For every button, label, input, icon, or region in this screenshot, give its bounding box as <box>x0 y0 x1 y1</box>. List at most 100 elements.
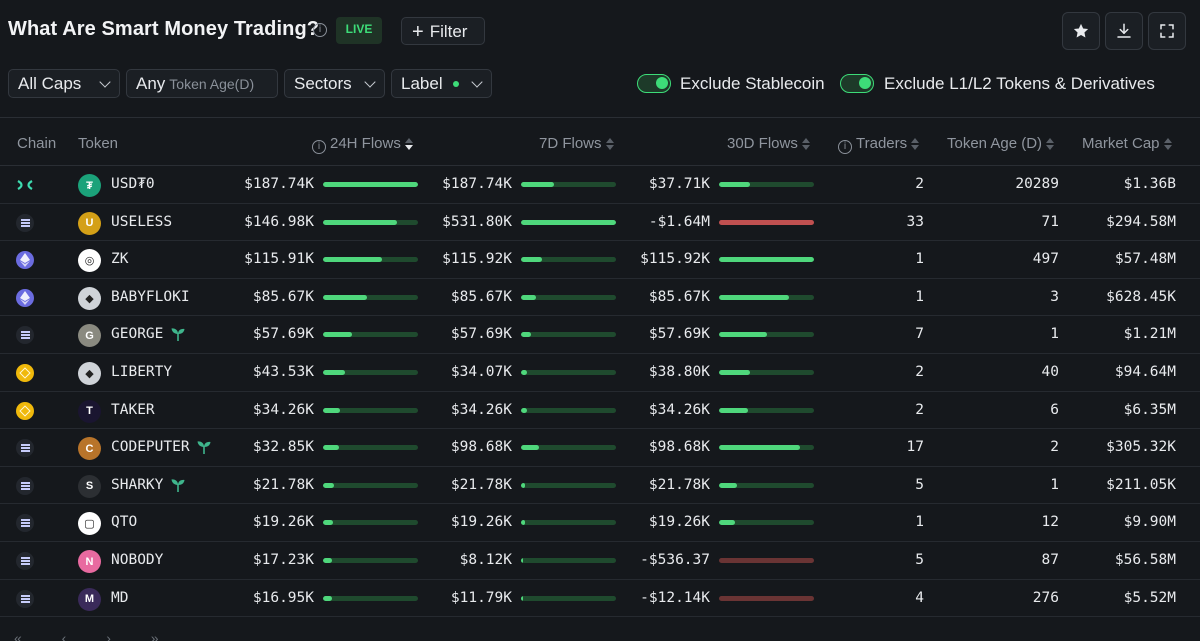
col-token-age[interactable]: Token Age (D) <box>947 135 1055 152</box>
token-name[interactable]: QTO <box>111 514 138 531</box>
flow-bar <box>323 595 418 601</box>
token-name[interactable]: SHARKY <box>111 476 164 493</box>
market-cap-value: $1.21M <box>1123 326 1176 343</box>
token-logo: M <box>78 587 101 611</box>
exclude-l1l2-label: Exclude L1/L2 Tokens & Derivatives <box>884 74 1155 93</box>
download-button[interactable] <box>1105 12 1143 50</box>
col-30d-flows[interactable]: 30D Flows <box>727 135 810 152</box>
caps-dropdown[interactable]: All Caps <box>8 69 120 98</box>
flow-bar <box>323 558 418 563</box>
table-row[interactable]: T TAKER $34.26K $34.26K $34.26K 2 6 $6.35M <box>0 392 1200 430</box>
table-row[interactable]: ◆ BABYFLOKI $85.67K $85.67K $85.67K 1 3 $628.45… <box>0 279 1200 317</box>
table-row[interactable]: C CODEPUTER $32.85K $98.68K $98.68K 17 2 $305.3… <box>0 429 1200 467</box>
flow-bar <box>521 219 616 225</box>
flow-bar <box>521 445 616 451</box>
favorite-button[interactable] <box>1062 12 1100 50</box>
sectors-dropdown[interactable]: Sectors <box>284 69 385 98</box>
exclude-stablecoin-toggle[interactable] <box>637 74 671 93</box>
token-name[interactable]: TAKER <box>111 401 155 418</box>
flow-bar <box>719 182 814 187</box>
exclude-stablecoin-label: Exclude Stablecoin <box>680 74 825 93</box>
token-name[interactable]: NOBODY <box>111 552 164 568</box>
token-age-input[interactable]: Any Token Age(D) <box>126 69 278 98</box>
flows-7d-value: $11.79K <box>450 589 512 606</box>
table-header: Chain Token i 24H Flows 7D Flows 30D Flow… <box>0 118 1200 166</box>
filter-button[interactable]: + Filter <box>401 17 485 45</box>
fullscreen-button[interactable] <box>1148 12 1186 50</box>
table-row[interactable]: U USELESS $146.98K $531.80K -$1.64M 33 71 $294.… <box>0 204 1200 242</box>
col-7d-flows[interactable]: 7D Flows <box>539 135 614 152</box>
filter-bar: All Caps Any Token Age(D) Sectors Label E… <box>0 67 1200 101</box>
flows-30d-value: $38.80K <box>648 364 710 380</box>
token-name[interactable]: CODEPUTER <box>111 439 190 456</box>
col-traders[interactable]: i Traders <box>838 135 920 154</box>
table-row[interactable]: ₮ USD₮0 $187.74K $187.74K $37.71K 2 20289 $1.36… <box>0 166 1200 204</box>
solana-chain-icon <box>16 213 34 232</box>
col-chain: Chain <box>17 135 57 152</box>
token-age-placeholder: Token Age(D) <box>169 76 255 92</box>
traders-value: 33 <box>906 213 924 230</box>
flows-7d-value: $57.69K <box>450 326 512 343</box>
col-24h-flows[interactable]: i 24H Flows <box>312 135 413 154</box>
token-name[interactable]: USELESS <box>111 213 173 230</box>
market-cap-value: $9.90M <box>1123 514 1176 531</box>
token-age-value: 1 <box>1050 476 1059 493</box>
info-icon[interactable]: i <box>312 140 326 154</box>
traders-value: 1 <box>915 251 924 268</box>
label-dropdown[interactable]: Label <box>391 69 492 98</box>
flow-bar <box>323 182 418 187</box>
col-market-cap[interactable]: Market Cap <box>1082 135 1172 152</box>
flows-30d-value: $115.92K <box>640 251 710 268</box>
info-icon[interactable]: i <box>313 23 327 37</box>
flow-bar <box>323 294 418 300</box>
token-logo: ▢ <box>78 512 101 536</box>
info-icon[interactable]: i <box>838 140 852 154</box>
table-row[interactable]: M MD $16.95K $11.79K -$12.14K 4 276 $5.52M <box>0 580 1200 618</box>
token-name[interactable]: USD₮0 <box>111 176 155 192</box>
token-name[interactable]: MD <box>111 589 129 606</box>
flow-bar <box>719 370 814 375</box>
pagination[interactable]: « ‹ › » <box>14 630 177 641</box>
exclude-l1l2-toggle[interactable] <box>840 74 874 93</box>
token-logo: N <box>78 550 101 573</box>
traders-value: 5 <box>915 552 924 568</box>
flow-bar <box>323 219 418 225</box>
solana-chain-icon <box>16 439 34 458</box>
table-row[interactable]: G GEORGE $57.69K $57.69K $57.69K 7 1 $1.21M <box>0 316 1200 354</box>
flows-24h-value: $187.74K <box>244 176 314 192</box>
sort-icon <box>605 138 614 150</box>
token-name[interactable]: BABYFLOKI <box>111 288 190 305</box>
solana-chain-icon <box>16 589 34 608</box>
star-icon <box>1073 23 1089 38</box>
market-cap-value: $211.05K <box>1106 476 1176 493</box>
token-age-value: 2 <box>1050 439 1059 456</box>
table-row[interactable]: N NOBODY $17.23K $8.12K -$536.37 5 87 $56.58M <box>0 542 1200 580</box>
flow-bar <box>521 294 616 300</box>
token-name[interactable]: GEORGE <box>111 326 164 343</box>
solana-chain-icon <box>16 552 34 570</box>
flow-bar <box>719 294 814 300</box>
table-row[interactable]: ◆ LIBERTY $43.53K $34.07K $38.80K 2 40 $94.64M <box>0 354 1200 392</box>
table-row[interactable]: ◎ ZK $115.91K $115.92K $115.92K 1 497 $57.48M <box>0 241 1200 279</box>
flows-24h-value: $85.67K <box>252 288 314 305</box>
token-age-value: 20289 <box>1015 176 1059 192</box>
flows-7d-value: $98.68K <box>450 439 512 456</box>
traders-value: 5 <box>915 476 924 493</box>
ethereum-chain-icon <box>16 251 34 270</box>
traders-value: 2 <box>915 176 924 192</box>
token-name[interactable]: LIBERTY <box>111 364 173 380</box>
table-row[interactable]: S SHARKY $21.78K $21.78K $21.78K 5 1 $211.05K <box>0 467 1200 505</box>
token-name[interactable]: ZK <box>111 251 129 268</box>
chain-icon <box>16 176 34 194</box>
flow-bar <box>719 520 814 526</box>
flows-24h-value: $43.53K <box>252 364 314 380</box>
flows-7d-value: $187.74K <box>442 176 512 192</box>
table-row[interactable]: ▢ QTO $19.26K $19.26K $19.26K 1 12 $9.90M <box>0 504 1200 542</box>
flow-bar <box>719 445 814 451</box>
sprout-icon <box>170 477 186 493</box>
market-cap-value: $57.48M <box>1114 251 1176 268</box>
token-logo: S <box>78 474 101 498</box>
caps-dropdown-label: All Caps <box>18 74 82 93</box>
bnb-chain-icon <box>16 364 34 382</box>
flow-bar <box>521 595 616 601</box>
